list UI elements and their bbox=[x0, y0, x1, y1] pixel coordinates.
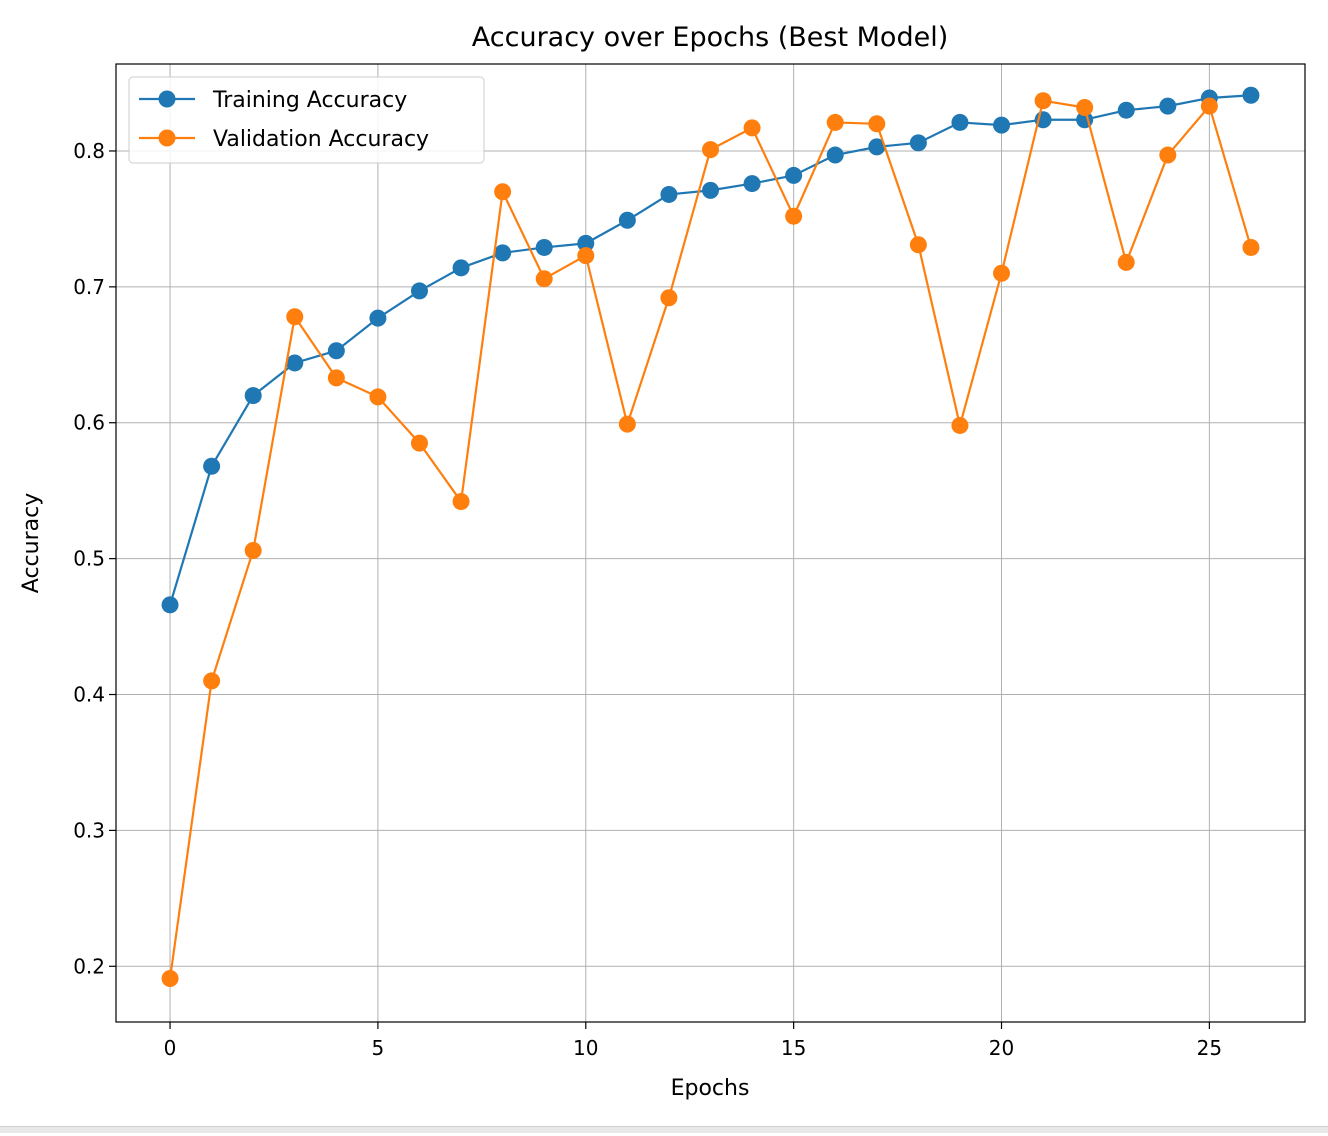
validation-accuracy-point bbox=[369, 388, 387, 406]
validation-accuracy-point bbox=[618, 415, 636, 433]
gridlines bbox=[116, 64, 1305, 1022]
validation-accuracy-point bbox=[452, 493, 470, 511]
legend: Training Accuracy Validation Accuracy bbox=[128, 76, 485, 164]
validation-accuracy-point bbox=[993, 264, 1011, 282]
training-accuracy-point bbox=[369, 309, 387, 327]
training-accuracy-point bbox=[577, 234, 595, 252]
legend-swatch-marker-validation-accuracy bbox=[158, 129, 176, 147]
x-axis-label: Epochs bbox=[671, 1076, 750, 1101]
x-tick-label: 25 bbox=[1197, 1036, 1222, 1060]
legend-swatch-marker-training-accuracy bbox=[158, 90, 176, 108]
x-tick-label: 5 bbox=[372, 1036, 385, 1060]
x-tick-label: 0 bbox=[164, 1036, 177, 1060]
validation-accuracy-point bbox=[785, 207, 803, 225]
validation-accuracy-point bbox=[327, 369, 345, 387]
validation-accuracy-point bbox=[535, 270, 553, 288]
x-tick-label: 15 bbox=[781, 1036, 806, 1060]
training-accuracy-point bbox=[494, 244, 512, 262]
validation-accuracy-point bbox=[1242, 238, 1260, 256]
training-accuracy-point bbox=[702, 181, 719, 199]
y-tick-label: 0.3 bbox=[73, 818, 105, 842]
training-accuracy-point bbox=[951, 113, 969, 131]
training-accuracy-point bbox=[660, 185, 678, 203]
validation-accuracy-point bbox=[244, 541, 262, 559]
training-accuracy-point bbox=[1159, 97, 1177, 115]
validation-accuracy-point bbox=[826, 113, 844, 131]
training-accuracy-point bbox=[244, 387, 262, 405]
training-accuracy-point bbox=[410, 282, 428, 300]
x-tick-label: 20 bbox=[989, 1036, 1014, 1060]
training-accuracy-point bbox=[535, 238, 553, 256]
validation-accuracy-point bbox=[1159, 146, 1177, 164]
training-accuracy-point bbox=[1117, 101, 1135, 119]
validation-accuracy-point bbox=[868, 115, 886, 133]
validation-accuracy-point bbox=[161, 970, 179, 988]
validation-accuracy-point bbox=[1076, 98, 1094, 116]
training-accuracy-point bbox=[868, 138, 886, 156]
validation-accuracy-point bbox=[743, 119, 761, 137]
validation-accuracy-point bbox=[1200, 97, 1218, 115]
validation-accuracy-point bbox=[410, 434, 428, 452]
y-axis-label: Accuracy bbox=[19, 493, 44, 593]
training-accuracy-point bbox=[826, 146, 844, 164]
validation-accuracy-point bbox=[660, 289, 678, 307]
y-tick-label: 0.5 bbox=[73, 547, 105, 571]
training-accuracy-point bbox=[785, 166, 803, 184]
y-tick-label: 0.4 bbox=[73, 683, 105, 707]
validation-accuracy-point bbox=[951, 416, 969, 434]
training-accuracy-point bbox=[743, 175, 761, 193]
training-accuracy-point bbox=[161, 596, 179, 614]
bottom-scrollbar-strip bbox=[0, 1126, 1328, 1133]
validation-accuracy-point bbox=[909, 236, 927, 254]
y-tick-label: 0.7 bbox=[73, 275, 105, 299]
y-tick-label: 0.8 bbox=[73, 139, 105, 163]
y-tick-label: 0.2 bbox=[73, 954, 105, 978]
validation-accuracy-point bbox=[286, 308, 304, 326]
chart-title: Accuracy over Epochs (Best Model) bbox=[472, 22, 948, 53]
training-accuracy-point bbox=[286, 354, 304, 372]
x-tick-label: 10 bbox=[573, 1036, 598, 1060]
validation-accuracy-point bbox=[702, 141, 719, 159]
validation-accuracy-point bbox=[577, 247, 595, 265]
validation-accuracy-point bbox=[494, 183, 512, 201]
training-accuracy-point bbox=[618, 211, 636, 229]
axes: 0 5 10 15 20 25 0.2 0.3 0.4 0.5 0.6 0.7 0.8 bbox=[73, 139, 1222, 1060]
legend-label-validation-accuracy: Validation Accuracy bbox=[213, 127, 429, 152]
training-accuracy-point bbox=[452, 259, 470, 277]
legend-label-training-accuracy: Training Accuracy bbox=[212, 88, 407, 113]
plot-frame bbox=[115, 63, 1306, 1023]
legend-box bbox=[128, 76, 485, 164]
validation-accuracy-point bbox=[203, 672, 221, 690]
y-tick-label: 0.6 bbox=[73, 411, 105, 435]
training-accuracy-point bbox=[203, 457, 221, 475]
training-accuracy-point bbox=[327, 342, 345, 360]
training-accuracy-point bbox=[993, 116, 1011, 134]
validation-accuracy-point bbox=[1034, 92, 1052, 110]
training-accuracy-point bbox=[1242, 86, 1260, 104]
validation-accuracy-point bbox=[1117, 253, 1135, 271]
validation-accuracy-line bbox=[168, 99, 1253, 979]
series-layer bbox=[161, 86, 1260, 988]
training-accuracy-point bbox=[909, 134, 927, 152]
